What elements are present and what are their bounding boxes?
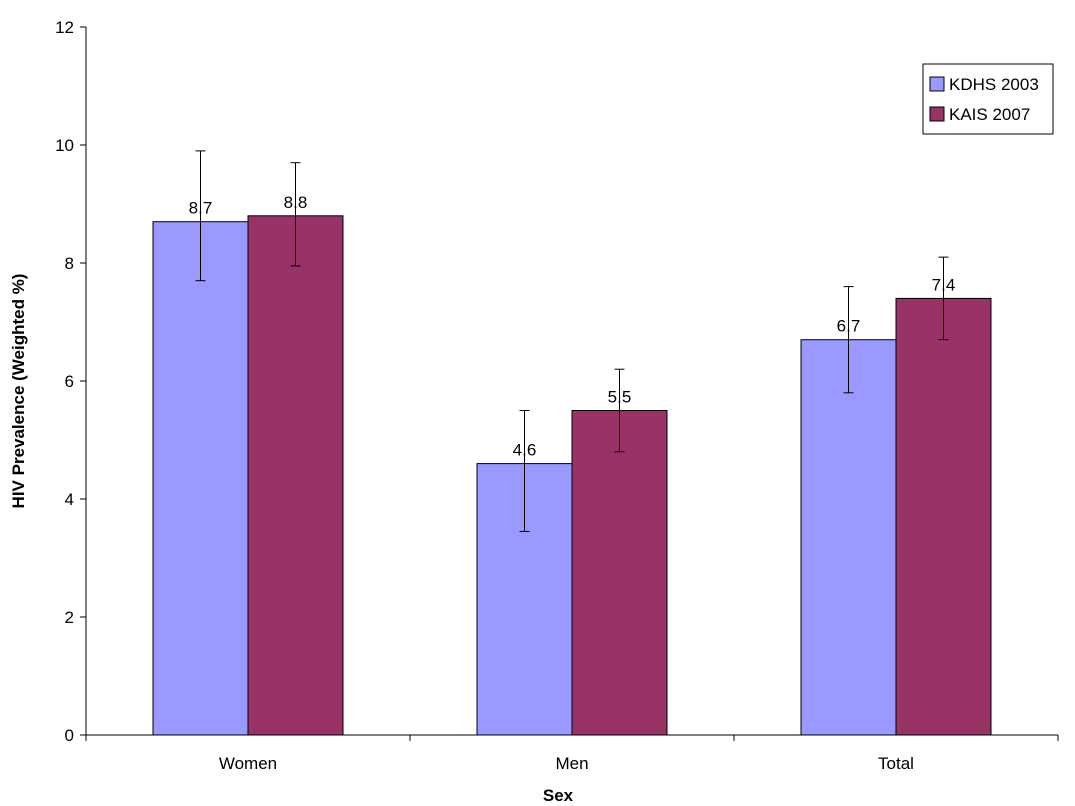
data-label: 8.8: [284, 193, 308, 212]
bar: [895, 297, 992, 736]
data-label: 7.4: [932, 275, 956, 294]
legend-swatch: [929, 106, 945, 122]
x-category-label: Total: [878, 754, 914, 773]
y-tick-label: 2: [65, 608, 74, 627]
data-label: 4.6: [513, 441, 537, 460]
y-tick-label: 0: [65, 726, 74, 745]
bars: [152, 215, 992, 736]
x-category-label: Men: [555, 754, 588, 773]
legend-label: KDHS 2003: [949, 75, 1039, 94]
bar: [571, 410, 668, 736]
x-axis-ticks: Women Men Total: [85, 735, 1059, 773]
y-tick-label: 12: [55, 18, 74, 37]
y-axis-title: HIV Prevalence (Weighted %): [9, 274, 28, 509]
y-tick-label: 4: [65, 490, 74, 509]
data-label: 5.5: [608, 388, 632, 407]
bar: [152, 221, 249, 736]
legend-box: [922, 63, 1054, 135]
y-tick-label: 10: [55, 136, 74, 155]
y-axis-ticks: 0 2 4 6 8 10 12: [55, 18, 86, 745]
bar: [247, 215, 344, 736]
y-tick-label: 8: [65, 254, 74, 273]
legend: KDHS 2003 KAIS 2007: [922, 63, 1054, 135]
x-axis-title: Sex: [543, 786, 574, 805]
legend-label: KAIS 2007: [949, 105, 1030, 124]
data-labels: 8.7 4.6 6.7 8.8 5.5 7.4: [189, 193, 956, 460]
legend-swatch: [929, 76, 945, 92]
error-bars: [195, 150, 949, 532]
x-category-label: Women: [219, 754, 277, 773]
data-label: 6.7: [837, 317, 861, 336]
y-tick-label: 6: [65, 372, 74, 391]
bar: [800, 339, 897, 736]
data-label: 8.7: [189, 199, 213, 218]
